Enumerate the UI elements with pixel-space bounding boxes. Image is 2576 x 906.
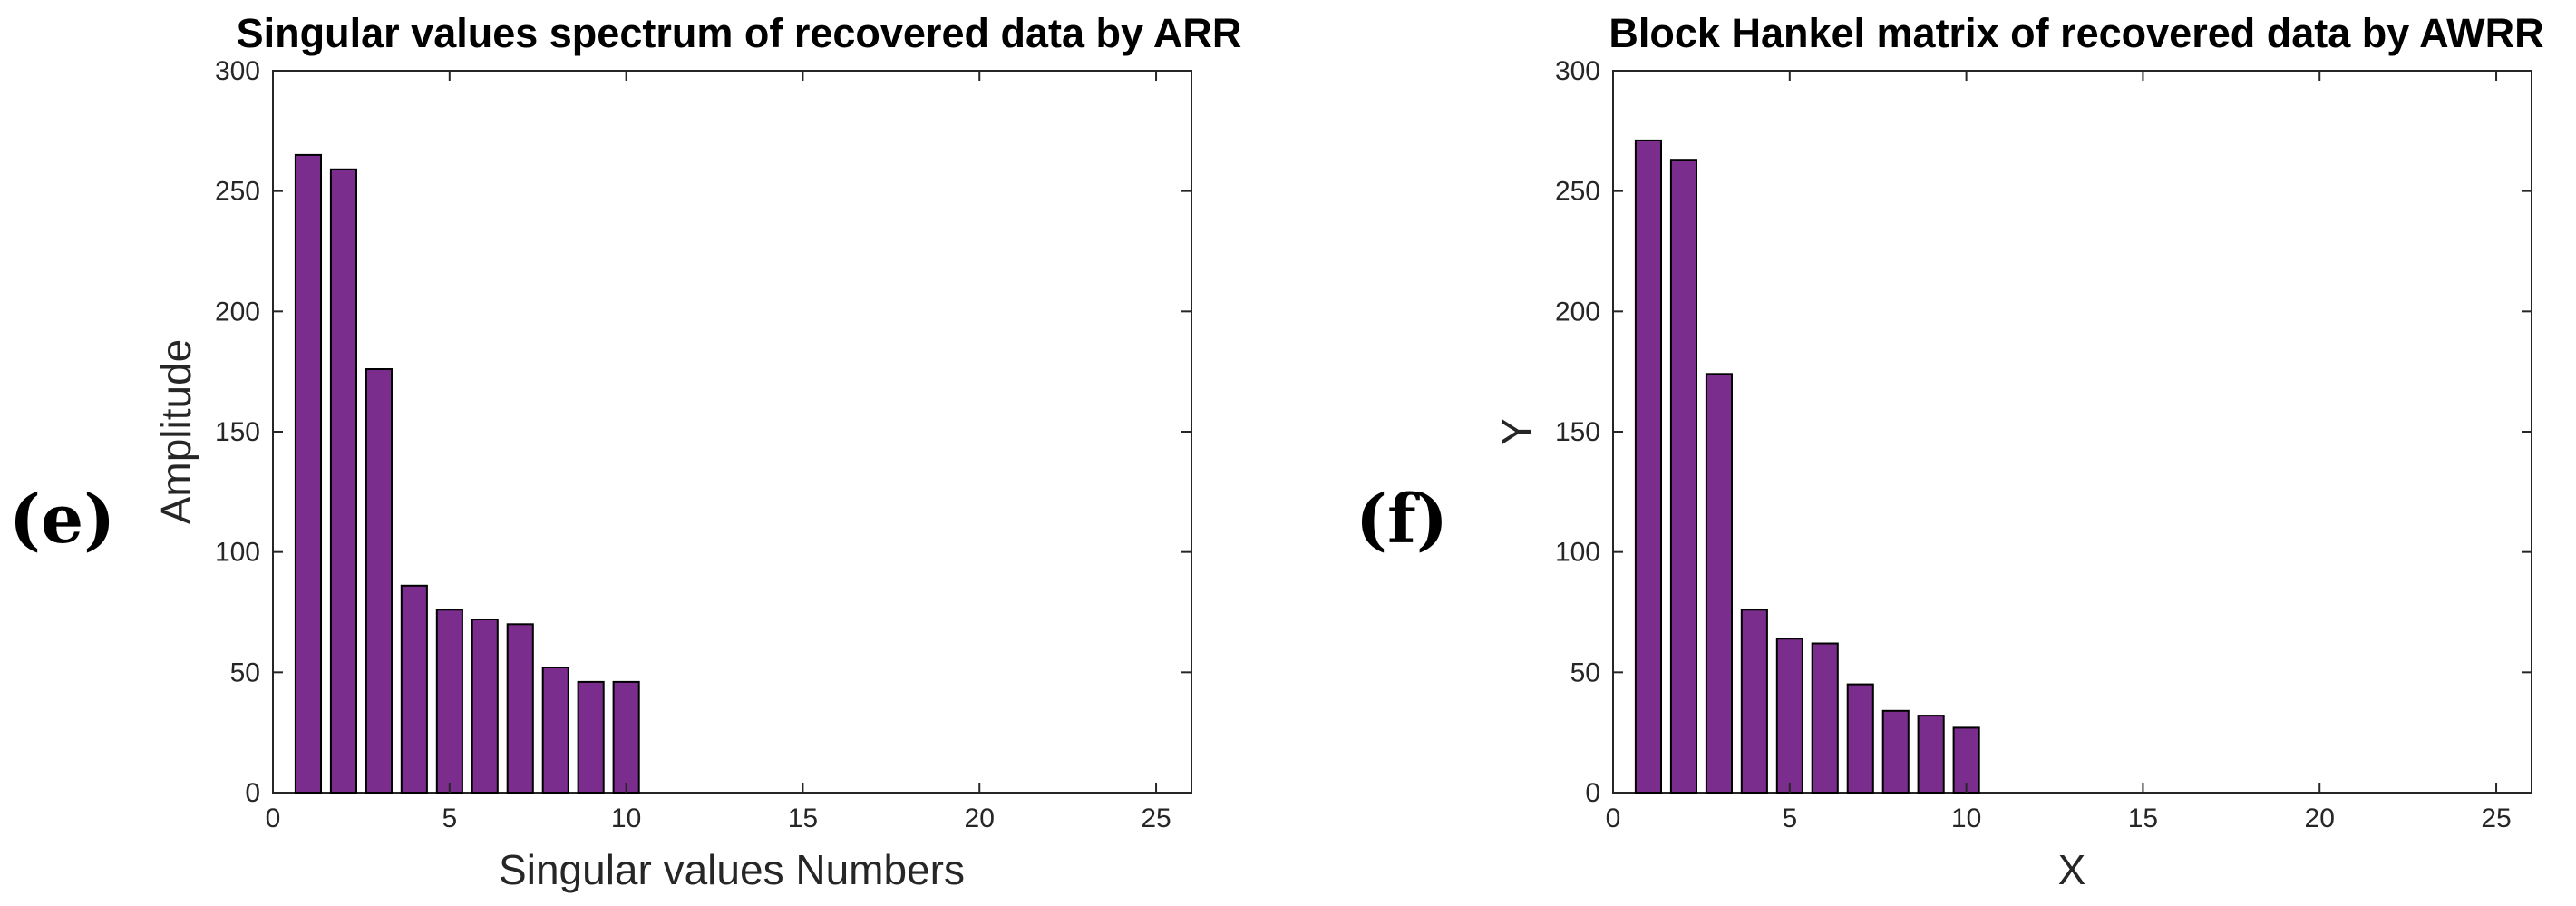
- bar-4: [1740, 609, 1768, 794]
- y-axis-ticks: 0 50 100 150 200 250 300: [215, 56, 1191, 808]
- y-tick-label: 100: [1555, 538, 1600, 568]
- bar-1: [294, 153, 322, 794]
- y-tick-label: 0: [245, 778, 260, 808]
- y-tick-label: 150: [215, 417, 260, 447]
- bar-7: [1846, 683, 1874, 794]
- bar-6: [471, 619, 499, 794]
- x-tick-label: 0: [266, 804, 281, 833]
- y-axis-label: Amplitude: [152, 339, 199, 525]
- panel-label-e: (e): [9, 481, 115, 559]
- panel-label-f: (f): [1356, 481, 1448, 559]
- chart-title: Singular values spectrum of recovered da…: [237, 10, 1242, 56]
- x-axis-label: X: [2058, 846, 2086, 893]
- bar-9: [577, 680, 605, 794]
- bar-1: [1634, 139, 1663, 794]
- y-tick-label: 250: [1555, 177, 1600, 207]
- y-tick-label: 300: [1555, 56, 1600, 86]
- x-tick-label: 15: [2128, 804, 2158, 833]
- x-axis-ticks: 0 5 10 15 20 25: [1606, 71, 2512, 833]
- bar-3: [1705, 373, 1734, 794]
- bar-group: [294, 153, 640, 794]
- x-tick-label: 25: [2481, 804, 2511, 833]
- bar-6: [1811, 642, 1839, 794]
- bar-10: [1952, 726, 1980, 794]
- x-tick-label: 5: [442, 804, 457, 833]
- y-tick-label: 100: [215, 538, 260, 568]
- bar-9: [1917, 715, 1945, 794]
- y-axis-label: Y: [1492, 418, 1540, 446]
- panel-f: (f) Block Hankel matrix of recovered dat…: [1356, 10, 2544, 893]
- x-tick-label: 15: [788, 804, 818, 833]
- x-tick-label: 5: [1782, 804, 1797, 833]
- chart-title: Block Hankel matrix of recovered data by…: [1609, 10, 2543, 56]
- x-tick-label: 0: [1606, 804, 1621, 833]
- x-axis-label: Singular values Numbers: [499, 846, 965, 893]
- y-tick-label: 300: [215, 56, 260, 86]
- y-axis-ticks: 0 50 100 150 200 250 300: [1555, 56, 2532, 808]
- x-tick-label: 10: [611, 804, 641, 833]
- y-tick-label: 50: [230, 658, 260, 687]
- bar-8: [541, 667, 569, 794]
- bar-7: [506, 623, 534, 794]
- x-tick-label: 10: [1951, 804, 1981, 833]
- bar-5: [1775, 638, 1803, 794]
- y-tick-label: 50: [1570, 658, 1600, 687]
- x-tick-label: 20: [2305, 804, 2335, 833]
- bar-2: [1669, 159, 1698, 794]
- bar-8: [1881, 709, 1910, 794]
- bar-5: [435, 609, 463, 794]
- y-tick-label: 200: [1555, 297, 1600, 326]
- x-tick-label: 25: [1141, 804, 1171, 833]
- y-tick-label: 200: [215, 297, 260, 326]
- panel-e: (e) Singular values spectrum of recovere…: [9, 10, 1241, 893]
- bar-4: [400, 584, 428, 794]
- bar-3: [365, 368, 393, 794]
- y-tick-label: 150: [1555, 417, 1600, 447]
- y-tick-label: 250: [215, 177, 260, 207]
- bar-group: [1634, 139, 1980, 794]
- x-tick-label: 20: [965, 804, 995, 833]
- bar-10: [612, 680, 640, 794]
- bar-2: [329, 168, 357, 794]
- y-tick-label: 0: [1585, 778, 1600, 808]
- x-axis-ticks: 0 5 10 15 20 25: [266, 71, 1171, 833]
